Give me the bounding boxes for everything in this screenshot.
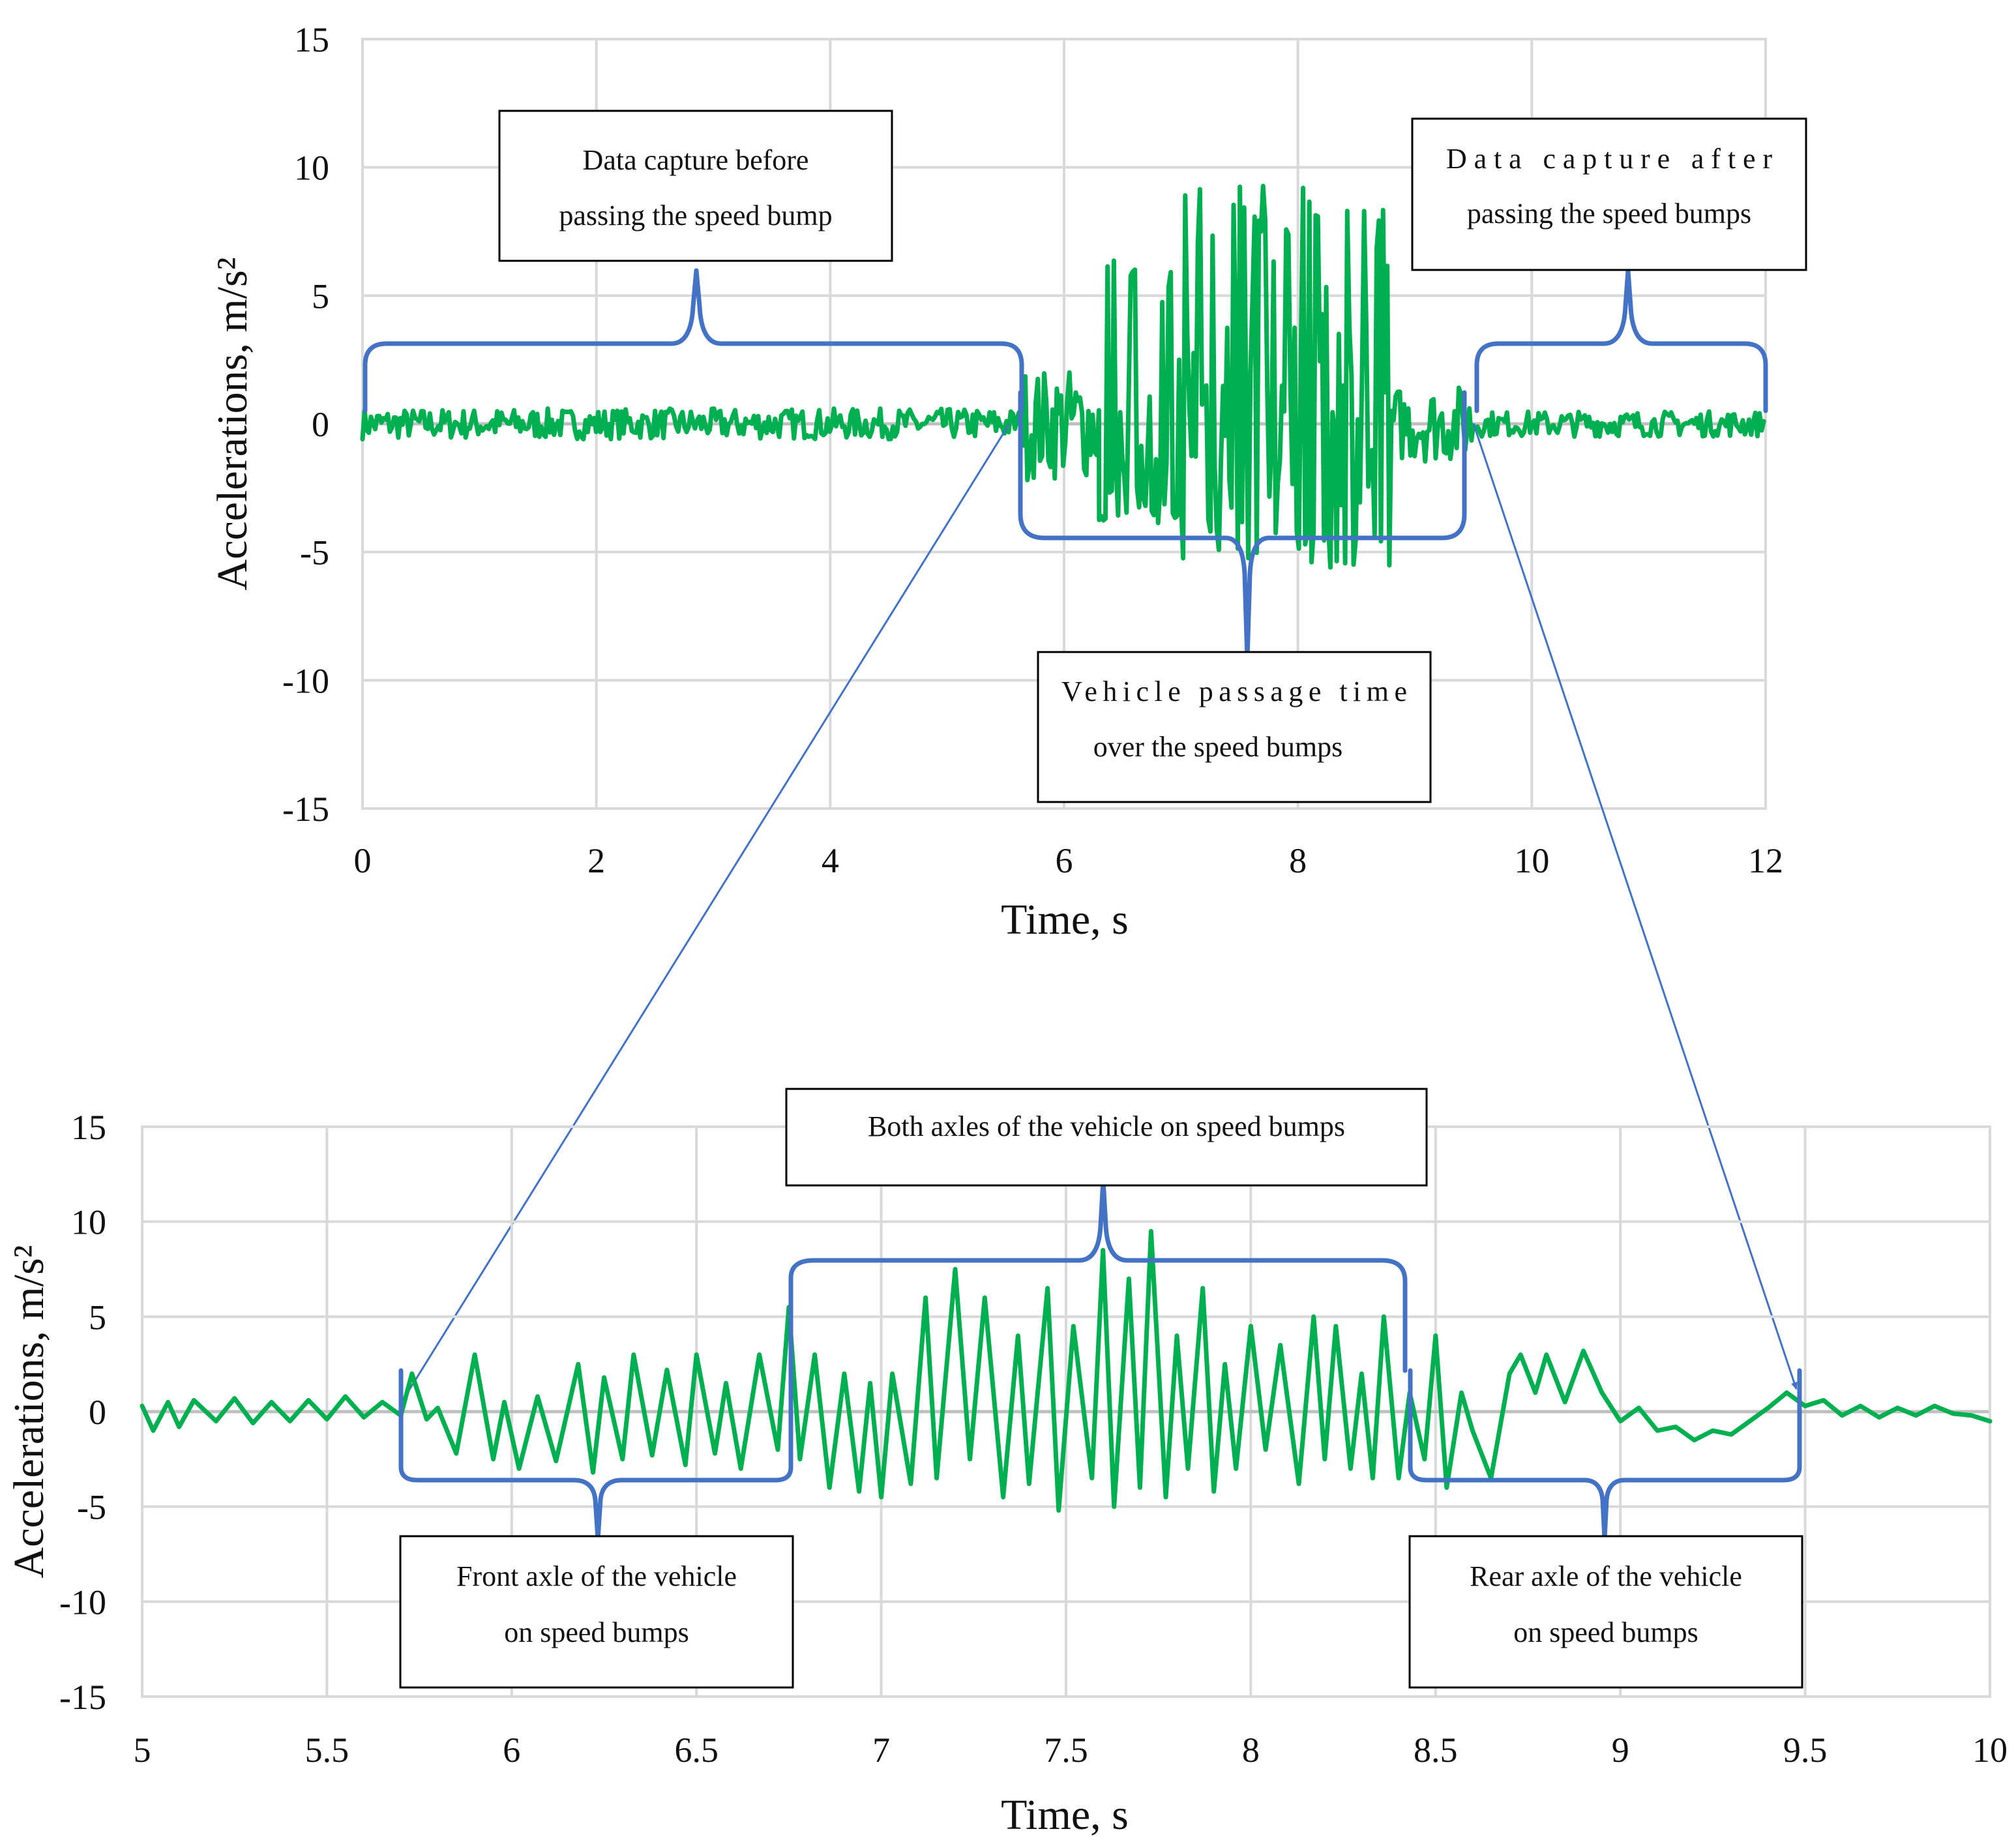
zoom-x-tick-label: 10 — [1972, 1731, 2008, 1770]
zoom-y-axis-title: Accelerations, m/s² — [5, 1245, 53, 1579]
overview-x-tick-label: 2 — [587, 841, 605, 880]
both-axles-annotation: Both axles of the vehicle on speed bumps — [785, 1088, 1428, 1187]
zoom-x-tick-label: 6 — [503, 1731, 520, 1770]
overview-y-tick-label: 10 — [294, 149, 329, 188]
overview-y-tick-label: 0 — [312, 405, 329, 444]
zoom-y-tick-label: 0 — [89, 1393, 106, 1432]
front-axle-annotation-line2: on speed bumps — [504, 1616, 689, 1648]
rear-axle-annotation-line2: on speed bumps — [1513, 1616, 1698, 1648]
zoom-x-tick-label: 8.5 — [1414, 1731, 1458, 1770]
overview-x-tick-label: 10 — [1514, 841, 1549, 880]
both-axles-annotation-text: Both axles of the vehicle on speed bumps — [868, 1110, 1345, 1142]
zoom-acceleration-line — [140, 1228, 1993, 1513]
zoom-x-tick-label: 9 — [1612, 1731, 1629, 1770]
overview-y-tick-label: 5 — [312, 276, 329, 316]
zoom-chart: 5 5.5 6 6.5 7 7.5 8 8.5 9 9.5 10 15 10 5 0 -5 -10 -15 Tim… — [5, 1088, 2008, 1839]
zoom-x-tick-label: 9.5 — [1783, 1731, 1828, 1770]
rear-axle-annotation-line1: Rear axle of the vehicle — [1470, 1560, 1742, 1592]
after-bracket — [1474, 268, 1768, 413]
zoom-x-axis-title: Time, s — [1001, 1791, 1129, 1839]
zoom-y-tick-label: -5 — [77, 1488, 106, 1527]
before-bracket — [363, 268, 1024, 413]
zoom-y-tick-label: 5 — [89, 1298, 106, 1337]
overview-x-tick-label: 4 — [822, 841, 839, 880]
after-annotation-line2: passing the speed bumps — [1467, 198, 1751, 230]
zoom-x-tick-label: 7.5 — [1044, 1731, 1088, 1770]
rear-axle-annotation: Rear axle of the vehicle on speed bumps — [1408, 1535, 1803, 1689]
front-axle-annotation: Front axle of the vehicle on speed bumps — [399, 1535, 794, 1689]
zoom-y-tick-label: 15 — [71, 1108, 106, 1147]
zoom-y-tick-label: -15 — [59, 1678, 106, 1717]
overview-x-tick-label: 12 — [1748, 841, 1783, 880]
before-annotation-line2: passing the speed bump — [559, 200, 832, 231]
overview-y-axis-title: Accelerations, m/s² — [209, 258, 256, 591]
zoom-x-tick-label: 7 — [872, 1731, 890, 1770]
zoom-x-tick-label: 8 — [1242, 1731, 1260, 1770]
zoom-x-tick-label: 5.5 — [305, 1731, 349, 1770]
overview-chart: 0 2 4 6 8 10 12 15 10 5 0 -5 -10 -15 Time, s Accelera… — [209, 20, 1807, 943]
overview-acceleration-line — [360, 183, 1766, 570]
overview-y-tick-label: -15 — [282, 790, 329, 829]
overview-y-tick-label: 15 — [294, 20, 329, 59]
right-zoom-arrow — [1472, 423, 1798, 1390]
zoom-y-tick-label: 10 — [71, 1203, 106, 1242]
passage-annotation-line2: over the speed bumps — [1093, 731, 1342, 763]
before-annotation-line1: Data capture before — [583, 144, 809, 176]
overview-y-tick-label: -10 — [282, 661, 329, 700]
before-annotation: Data capture before passing the speed bu… — [498, 110, 893, 262]
zoom-x-tick-label: 6.5 — [674, 1731, 719, 1770]
left-zoom-arrow — [400, 423, 1011, 1404]
overview-x-tick-label: 6 — [1056, 841, 1073, 880]
overview-x-tick-label: 8 — [1289, 841, 1307, 880]
overview-y-tick-label: -5 — [300, 533, 329, 572]
overview-tick-labels: 0 2 4 6 8 10 12 15 10 5 0 -5 -10 -15 — [282, 20, 1783, 880]
front-axle-annotation-line1: Front axle of the vehicle — [456, 1560, 737, 1592]
overview-x-axis-title: Time, s — [1001, 896, 1129, 943]
overview-x-tick-label: 0 — [354, 841, 372, 880]
zoom-x-tick-label: 5 — [134, 1731, 151, 1770]
zoom-tick-labels: 5 5.5 6 6.5 7 7.5 8 8.5 9 9.5 10 15 10 5 0 -5 -10 -15 — [59, 1108, 2008, 1770]
after-annotation: Data capture after passing the speed bum… — [1411, 117, 1807, 271]
after-annotation-line1: Data capture after — [1446, 143, 1772, 175]
zoom-y-tick-label: -10 — [59, 1582, 106, 1622]
passage-annotation: Vehicle passage time over the speed bump… — [1037, 651, 1432, 803]
